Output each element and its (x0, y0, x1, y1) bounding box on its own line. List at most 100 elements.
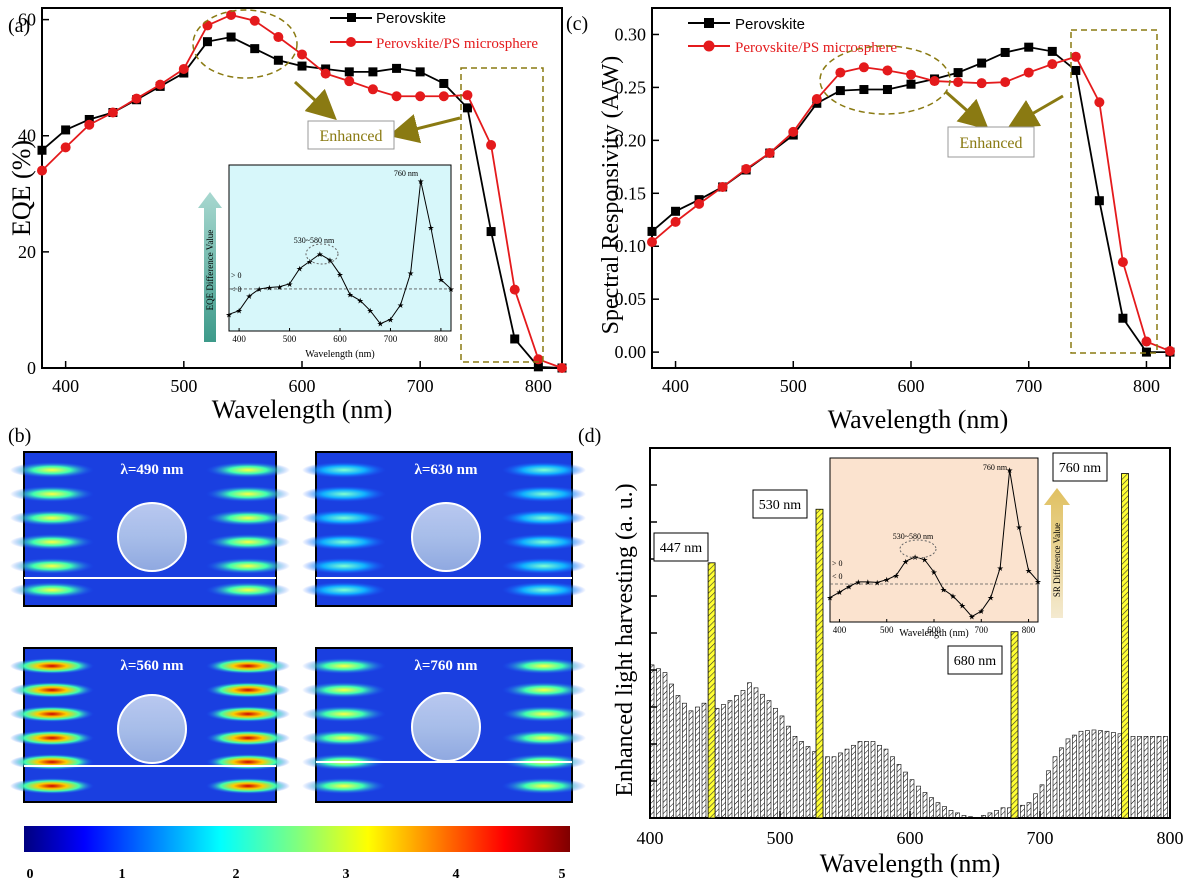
inset-a-star-marker: ★ (246, 292, 253, 301)
panel-d-inset: ★★★★ ★ ★ ★ ★★ ★ ★★★★★★★★★★★★★400 500 600 700 800 W… (826, 457, 1070, 639)
hatched-bar (987, 812, 993, 819)
inset-d-star-marker: ★ (874, 578, 881, 587)
inset-a-star-marker: ★ (256, 285, 263, 294)
c-point-perovskite (1071, 65, 1081, 75)
hatched-bar (740, 690, 746, 819)
c-point-ps (953, 77, 964, 88)
c-point-perovskite (647, 226, 657, 236)
c-point-perovskite (1000, 47, 1010, 57)
inset-a-star-marker: ★ (236, 307, 243, 316)
d-xtick-label: 600 (897, 828, 924, 848)
inset-d-peak1: 530~580 nm (893, 532, 934, 541)
hatched-bar (1098, 730, 1103, 819)
hatched-bar (662, 672, 668, 819)
field-hotspot (302, 534, 386, 550)
inset-a-star-marker: ★ (306, 257, 313, 266)
field-hotspot (10, 486, 94, 502)
d-xtick-label: 700 (1027, 828, 1054, 848)
highlight-bar (1010, 631, 1019, 819)
field-map-3: λ=760 nm (302, 647, 586, 803)
field-map-label: λ=760 nm (414, 658, 478, 674)
colorbar-tick-label: 2 (233, 867, 240, 882)
enhanced-label-box-a (307, 120, 395, 150)
a-point-perovskite (486, 227, 496, 237)
hatched-bar (1000, 807, 1006, 819)
field-hotspot (206, 778, 290, 794)
a-ytick-label: 60 (18, 10, 36, 30)
c-ytick-label: 0.10 (615, 236, 647, 256)
field-map-0: λ=490 nm (10, 451, 290, 607)
c-xtick-label: 500 (780, 376, 807, 396)
inset-d-star-marker: ★ (836, 588, 843, 597)
inset-d-xtick-label: 400 (833, 625, 847, 635)
a-point-perovskite (202, 37, 212, 47)
callout-label: 680 nm (954, 654, 997, 669)
inset-d-star-marker: ★ (826, 594, 833, 603)
inset-a-peak2: 760 nm (394, 169, 419, 178)
field-hotspot (502, 730, 586, 746)
hatched-bar (1130, 736, 1136, 819)
inset-d-star-marker: ★ (930, 568, 937, 577)
ps-microsphere (411, 502, 481, 572)
a-point-ps (415, 91, 426, 102)
inset-d-star-marker: ★ (902, 557, 909, 566)
hatched-bar (799, 741, 804, 819)
panel-c-legend: Perovskite Perovskite/PS microsphere (688, 16, 897, 56)
colorbar (24, 826, 570, 852)
hatched-bar (1078, 730, 1084, 819)
field-hotspot (10, 462, 94, 478)
hatched-bar (688, 710, 694, 819)
hatched-bar (1059, 747, 1064, 819)
c-point-ps (1094, 97, 1105, 108)
c-ytick-label: 0.20 (615, 130, 647, 150)
hatched-bar (883, 748, 889, 819)
inset-a-star-marker: ★ (296, 265, 303, 274)
enhanced-region-ellipse-a (192, 9, 298, 79)
hatched-bar (948, 810, 954, 819)
c-point-perovskite (1024, 42, 1034, 52)
colorbar-tick-label: 1 (119, 867, 126, 882)
hatched-bar (903, 771, 908, 819)
c-point-ps (1141, 336, 1152, 347)
inset-a-star-marker: ★ (326, 256, 333, 265)
field-hotspot (206, 706, 290, 722)
field-hotspot (10, 534, 94, 550)
inset-a-xtick-label: 400 (232, 334, 246, 344)
a-point-ps (273, 32, 284, 43)
hatched-bar (864, 741, 869, 819)
field-hotspot (502, 534, 586, 550)
inset-a-below: < 0 (231, 285, 242, 294)
ps-microsphere (117, 694, 187, 764)
c-point-ps (882, 65, 893, 76)
hatched-bar (877, 744, 882, 819)
inset-d-xtick-label: 800 (1022, 625, 1036, 635)
field-hotspot (302, 778, 386, 794)
field-hotspot (502, 486, 586, 502)
hatched-bar (1085, 730, 1090, 819)
c-point-ps (976, 78, 987, 89)
callout-label: 447 nm (660, 541, 703, 556)
field-hotspot (206, 510, 290, 526)
a-point-ps (60, 142, 71, 153)
inset-a-star-marker: ★ (225, 310, 232, 319)
hatched-bar (851, 744, 856, 819)
hatched-bar (779, 715, 785, 819)
field-hotspot (10, 582, 94, 598)
panel-a-ylabel: EQE (%) (7, 140, 36, 236)
inset-d-star-marker: ★ (949, 592, 956, 601)
c-ytick-label: 0.15 (615, 183, 647, 203)
c-point-ps (906, 69, 916, 80)
hatched-bar (649, 664, 655, 819)
colorbar-tick-label: 0 (27, 867, 34, 882)
inset-d-diff-line (829, 470, 1039, 618)
c-point-ps (1000, 77, 1011, 88)
hatched-bar (675, 695, 681, 819)
hatched-bar (844, 748, 850, 819)
hatched-bar (870, 741, 876, 819)
panel-b-label: (b) (8, 425, 31, 447)
hatched-bar (994, 810, 999, 819)
c-ytick-label: 0.00 (615, 342, 647, 362)
hatched-bar (682, 702, 687, 819)
panel-c-frame (651, 7, 1171, 369)
